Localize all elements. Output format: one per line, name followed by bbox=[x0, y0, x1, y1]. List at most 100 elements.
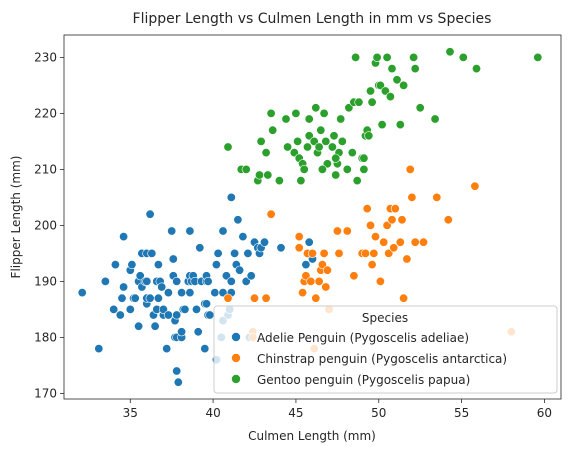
data-point bbox=[130, 293, 140, 303]
x-axis: 35 40 45 50 55 60 bbox=[123, 399, 552, 420]
data-point bbox=[390, 204, 400, 214]
data-point bbox=[77, 288, 87, 298]
legend-items: Adelie Penguin (Pygoscelis adeliae) Chins… bbox=[231, 331, 507, 387]
legend-label: Adelie Penguin (Pygoscelis adeliae) bbox=[257, 331, 469, 345]
data-point bbox=[375, 276, 385, 286]
data-point bbox=[384, 248, 394, 258]
data-point bbox=[172, 366, 182, 376]
data-point bbox=[211, 260, 221, 270]
y-tick-label: 220 bbox=[34, 106, 57, 120]
data-point bbox=[294, 243, 304, 253]
data-point bbox=[331, 170, 341, 180]
data-point bbox=[147, 248, 157, 258]
legend-label: Gentoo penguin (Pygoscelis papua) bbox=[257, 373, 470, 387]
y-tick-label: 180 bbox=[34, 330, 57, 344]
data-point bbox=[213, 248, 223, 258]
data-point bbox=[110, 260, 120, 270]
data-point bbox=[119, 232, 129, 242]
data-point bbox=[268, 125, 278, 135]
data-point bbox=[226, 276, 236, 286]
data-point bbox=[362, 204, 372, 214]
data-point bbox=[533, 52, 543, 62]
data-point bbox=[385, 92, 395, 102]
data-point bbox=[167, 226, 177, 236]
data-point bbox=[158, 304, 168, 314]
data-point bbox=[387, 64, 397, 74]
data-point bbox=[200, 344, 210, 354]
data-point bbox=[266, 108, 276, 118]
data-point bbox=[241, 276, 251, 286]
data-point bbox=[314, 276, 324, 286]
data-point bbox=[261, 148, 271, 158]
data-point bbox=[337, 136, 347, 146]
data-point bbox=[233, 215, 243, 225]
data-point bbox=[163, 288, 173, 298]
data-point bbox=[367, 260, 377, 270]
data-point bbox=[405, 164, 415, 174]
data-point bbox=[372, 52, 382, 62]
plot-frame bbox=[63, 34, 562, 400]
data-point bbox=[145, 209, 155, 219]
data-point bbox=[365, 220, 375, 230]
data-point bbox=[410, 237, 420, 247]
data-point bbox=[344, 103, 354, 113]
data-point bbox=[410, 64, 420, 74]
data-point bbox=[397, 215, 407, 225]
data-point bbox=[471, 64, 481, 74]
x-tick-label: 50 bbox=[371, 406, 386, 420]
data-point bbox=[153, 260, 163, 270]
data-point bbox=[177, 327, 187, 337]
data-point bbox=[458, 52, 468, 62]
data-point bbox=[402, 254, 412, 264]
data-point bbox=[332, 226, 342, 236]
data-point bbox=[322, 159, 332, 169]
data-point bbox=[365, 86, 375, 96]
data-point bbox=[359, 153, 369, 163]
data-point bbox=[109, 304, 119, 314]
data-point bbox=[192, 304, 202, 314]
y-tick-label: 190 bbox=[34, 274, 57, 288]
data-point bbox=[389, 243, 399, 253]
data-point bbox=[223, 142, 233, 152]
data-point bbox=[115, 310, 125, 320]
data-point bbox=[302, 142, 312, 152]
data-point bbox=[354, 97, 364, 107]
data-point bbox=[359, 164, 369, 174]
data-point bbox=[407, 192, 417, 202]
legend-marker bbox=[231, 374, 241, 384]
data-point bbox=[263, 170, 273, 180]
data-point bbox=[334, 248, 344, 258]
data-point bbox=[299, 164, 309, 174]
data-point bbox=[395, 120, 405, 130]
data-point bbox=[382, 52, 392, 62]
data-point bbox=[301, 260, 311, 270]
legend-marker bbox=[231, 332, 241, 342]
data-point bbox=[150, 321, 160, 331]
data-point bbox=[377, 120, 387, 130]
data-point bbox=[314, 142, 324, 152]
data-point bbox=[336, 114, 346, 124]
data-point bbox=[369, 248, 379, 258]
data-point bbox=[430, 114, 440, 124]
data-point bbox=[259, 237, 269, 247]
data-point bbox=[241, 164, 251, 174]
x-tick-label: 35 bbox=[123, 406, 138, 420]
data-point bbox=[274, 176, 284, 186]
data-point bbox=[291, 108, 301, 118]
data-point bbox=[226, 192, 236, 202]
data-point bbox=[307, 248, 317, 258]
data-point bbox=[317, 164, 327, 174]
data-point bbox=[304, 114, 314, 124]
data-point bbox=[351, 52, 361, 62]
y-tick-label: 170 bbox=[34, 386, 57, 400]
data-point bbox=[399, 80, 409, 90]
data-point bbox=[415, 103, 425, 113]
data-point bbox=[379, 237, 389, 247]
data-point bbox=[246, 271, 256, 281]
data-point bbox=[306, 276, 316, 286]
legend: Species Adelie Penguin (Pygoscelis adeli… bbox=[213, 305, 558, 394]
y-axis: 170 180 190 200 210 220 230 bbox=[34, 50, 64, 400]
data-point bbox=[294, 232, 304, 242]
data-point bbox=[364, 131, 374, 141]
